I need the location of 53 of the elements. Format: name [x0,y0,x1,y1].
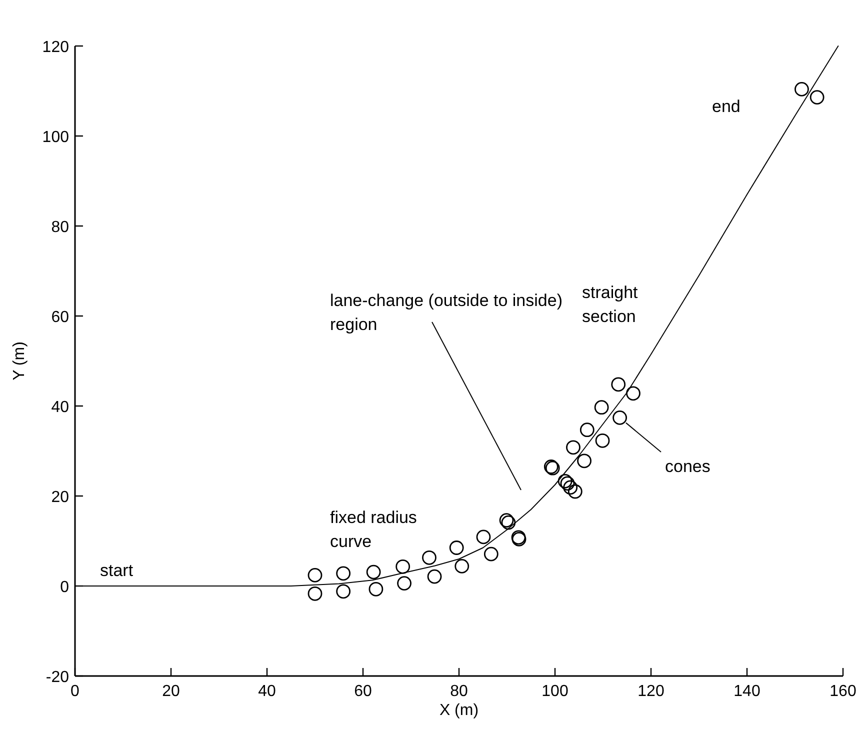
y-tick-label: 0 [60,579,70,596]
x-tick-label: 80 [450,683,468,700]
y-tick-label: 40 [51,399,70,416]
point [499,513,514,528]
y-tick-label: 80 [51,219,70,236]
annotation: lane-change (outside to inside) region [330,291,562,334]
point [484,546,498,562]
y-tick-label: 60 [51,309,70,326]
point [427,569,442,584]
point [568,484,582,499]
point [336,584,351,599]
x-tick-label: 160 [830,683,856,700]
annotation: cones [665,457,710,476]
annotation: end [712,97,740,116]
point [366,564,381,580]
x-tick-label: 0 [70,683,80,700]
point [396,559,410,574]
point [501,515,516,530]
x-tick-label: 40 [258,683,276,700]
y-tick-label: 120 [42,39,70,56]
point [794,82,809,96]
x-axis-title: X (m) [439,702,479,719]
point [454,559,470,574]
point [397,576,412,590]
y-axis-title: Y (m) [11,342,28,380]
x-tick-label: 20 [162,683,180,700]
point [566,440,580,455]
point [580,422,594,438]
point [308,586,322,601]
point [476,530,491,544]
x-tick-label: 140 [734,683,760,700]
annotation: start [100,561,134,580]
annotation: straight section [582,283,638,326]
x-tick-label: 60 [354,683,372,700]
point [308,568,322,582]
point [595,433,610,448]
point [594,400,609,415]
point [626,386,640,401]
point [577,454,592,468]
y-tick-label: 20 [51,489,70,506]
point [810,90,824,104]
point [563,480,578,495]
x-tick-label: 100 [542,683,568,700]
point [612,410,627,425]
annotation: fixed radius curve [330,508,417,551]
y-tick-label: 100 [42,129,70,146]
point [449,540,464,555]
point [422,550,436,565]
x-tick-label: 120 [638,683,664,700]
point [611,377,626,392]
point [368,582,384,596]
point [336,566,351,581]
y-tick-label: -20 [46,669,70,686]
